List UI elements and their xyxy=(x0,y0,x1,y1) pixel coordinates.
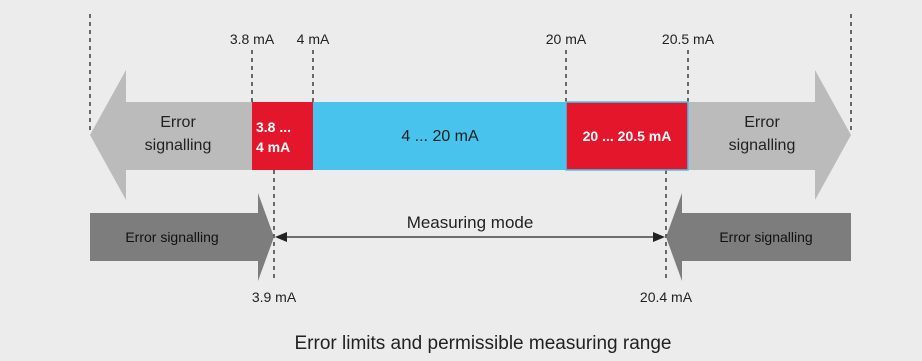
label-4-ma: 4 mA xyxy=(297,31,330,47)
blue-range-4-to-20 xyxy=(313,102,566,170)
red-right-text: 20 ... 20.5 mA xyxy=(583,128,672,144)
right-arrow-text-line2: signalling xyxy=(729,137,796,154)
measuring-mode-label: Measuring mode xyxy=(407,213,534,232)
right-error-arrow xyxy=(688,70,851,200)
measuring-mode-arrowhead-left xyxy=(275,232,287,242)
right-error-signalling-label: Error signalling xyxy=(719,229,812,245)
label-3-8-ma: 3.8 mA xyxy=(230,31,275,47)
label-3-9-ma: 3.9 mA xyxy=(252,289,297,305)
label-20-4-ma: 20.4 mA xyxy=(640,289,693,305)
red-range-20-to-20-5 xyxy=(565,101,689,171)
left-arrow-text-line2: signalling xyxy=(145,137,212,154)
measuring-mode-arrowhead-right xyxy=(653,232,665,242)
left-arrow-text-line1: Error xyxy=(160,114,196,131)
blue-range-text: 4 ... 20 mA xyxy=(401,128,479,145)
label-20-ma: 20 mA xyxy=(546,31,587,47)
red-range-3-8-to-4 xyxy=(252,102,313,170)
left-error-arrow xyxy=(90,70,252,200)
label-20-5-ma: 20.5 mA xyxy=(662,31,715,47)
red-left-text-line2: 4 mA xyxy=(256,139,290,155)
left-error-signalling-arrow xyxy=(90,193,274,281)
left-error-signalling-label: Error signalling xyxy=(125,229,218,245)
right-arrow-text-line1: Error xyxy=(744,114,780,131)
diagram-caption: Error limits and permissible measuring r… xyxy=(295,333,672,354)
right-error-signalling-arrow xyxy=(666,193,851,281)
red-left-text-line1: 3.8 ... xyxy=(256,119,291,135)
